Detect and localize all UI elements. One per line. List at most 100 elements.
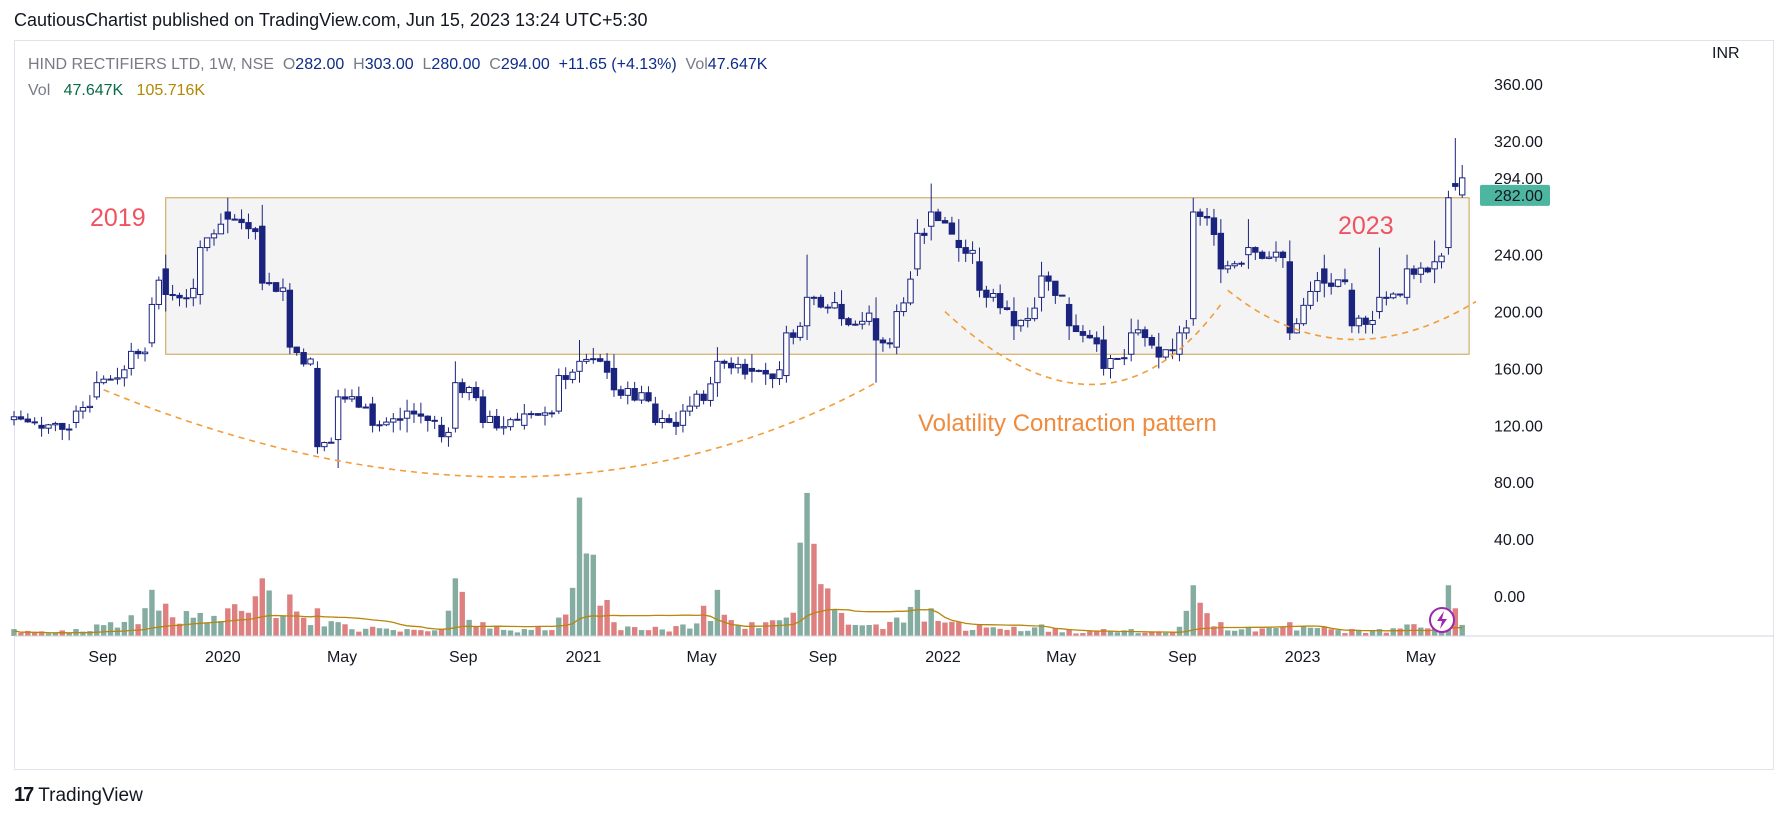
candle-body — [279, 287, 287, 292]
volume-bar — [245, 612, 252, 636]
contraction-curve-1 — [103, 381, 877, 478]
volume-bar — [1211, 626, 1217, 636]
candle-body — [169, 293, 176, 296]
candle-body — [1217, 232, 1225, 270]
volume-bar — [576, 497, 583, 636]
candle-body — [17, 416, 25, 420]
footer-brand[interactable]: 17 TradingView — [14, 784, 143, 807]
candle-body — [1231, 263, 1238, 267]
volume-bar — [1314, 628, 1321, 636]
candle-body — [72, 410, 80, 423]
candle-body — [438, 424, 445, 438]
chart-legend: HIND RECTIFIERS LTD, 1W, NSE O282.00 H30… — [28, 52, 767, 104]
volume-bar — [714, 589, 721, 636]
volume-bar — [894, 617, 900, 636]
candle-body — [1417, 267, 1425, 275]
symbol-label[interactable]: HIND RECTIFIERS LTD, 1W, NSE — [28, 56, 274, 73]
volume-bar — [300, 617, 307, 636]
volume-bar — [1094, 630, 1100, 636]
volume-bar — [831, 609, 838, 636]
volume-bar — [645, 630, 652, 636]
candle-body — [845, 318, 852, 326]
annotation-2019: 2019 — [90, 204, 146, 232]
volume-bar — [556, 617, 562, 636]
prev-close-label: 282.00 — [1494, 188, 1543, 205]
price-tick-label: 360.00 — [1494, 77, 1543, 94]
close-value: 294.00 — [500, 56, 550, 73]
candle-body — [652, 403, 659, 423]
candle-body — [1045, 275, 1052, 282]
candle-body — [465, 387, 473, 394]
time-tick-label: 2022 — [925, 649, 961, 666]
candle-body — [955, 239, 962, 249]
vol2-label[interactable]: Vol — [28, 82, 51, 99]
volume-bar — [11, 629, 17, 636]
volume-bar — [597, 605, 603, 636]
high-value: 303.00 — [364, 56, 414, 73]
candle-body — [1183, 327, 1190, 334]
candle-body — [783, 332, 790, 377]
volume-bar — [1356, 629, 1362, 636]
candle-body — [1017, 319, 1025, 327]
volume-bar — [1107, 630, 1114, 636]
candle-body — [672, 421, 680, 427]
candle-body — [210, 233, 218, 239]
volume-bar — [1066, 629, 1072, 636]
volume-bar — [1452, 608, 1459, 636]
volume-bar — [776, 620, 783, 636]
candle-body — [148, 303, 156, 344]
candle-body — [1259, 251, 1266, 259]
candle-body — [1383, 296, 1390, 299]
candle-body — [831, 302, 838, 309]
volume-bar — [1259, 628, 1265, 636]
volume-bar — [507, 630, 514, 636]
candle-body — [272, 282, 280, 292]
volume-bar — [659, 629, 665, 636]
pattern-annotation: Volatility Contraction pattern — [918, 410, 1217, 437]
candle-body — [1279, 251, 1287, 259]
candle-body — [859, 320, 866, 325]
volume-bar — [1169, 632, 1176, 636]
volume-bar — [1114, 632, 1121, 636]
candle-body — [1452, 183, 1459, 187]
candle-body — [500, 426, 507, 429]
volume-bar — [1183, 610, 1190, 636]
candle-body — [1265, 256, 1273, 259]
candle-body — [252, 228, 259, 233]
volume-bar — [211, 615, 217, 636]
time-tick-label: May — [687, 649, 717, 666]
time-tick-label: Sep — [809, 649, 838, 666]
candle-body — [983, 289, 990, 298]
candle-body — [624, 388, 631, 396]
candle-body — [1134, 329, 1142, 334]
time-tick-label: 2020 — [205, 649, 241, 666]
time-tick-label: May — [1406, 649, 1436, 666]
volume-bar — [480, 622, 486, 636]
candle-body — [231, 218, 238, 221]
candle-body — [865, 312, 873, 322]
volume-bar — [156, 610, 162, 636]
candle-body — [810, 296, 818, 299]
volume-bar — [983, 627, 990, 636]
candle-body — [155, 279, 163, 305]
volume-row: Vol 47.647K 105.716K — [28, 78, 767, 104]
volume-layer — [11, 492, 1774, 637]
volume-bar — [666, 631, 672, 636]
candle-body — [190, 287, 197, 299]
volume-bar — [1225, 630, 1231, 636]
time-tick-label: Sep — [1168, 649, 1197, 666]
candle-body — [1321, 268, 1328, 284]
candle-body — [507, 419, 514, 428]
volume-bar — [1018, 631, 1024, 636]
volume-bar — [87, 631, 93, 636]
ohlc-row: HIND RECTIFIERS LTD, 1W, NSE O282.00 H30… — [28, 52, 767, 78]
chart-frame[interactable] — [14, 40, 1774, 770]
volume-bar — [549, 630, 555, 636]
candle-body — [721, 360, 728, 364]
volume-bar — [742, 628, 748, 636]
volume-bar — [1390, 628, 1396, 636]
candle-body — [486, 415, 494, 423]
candle-body — [293, 346, 300, 354]
candle-body — [24, 418, 31, 423]
